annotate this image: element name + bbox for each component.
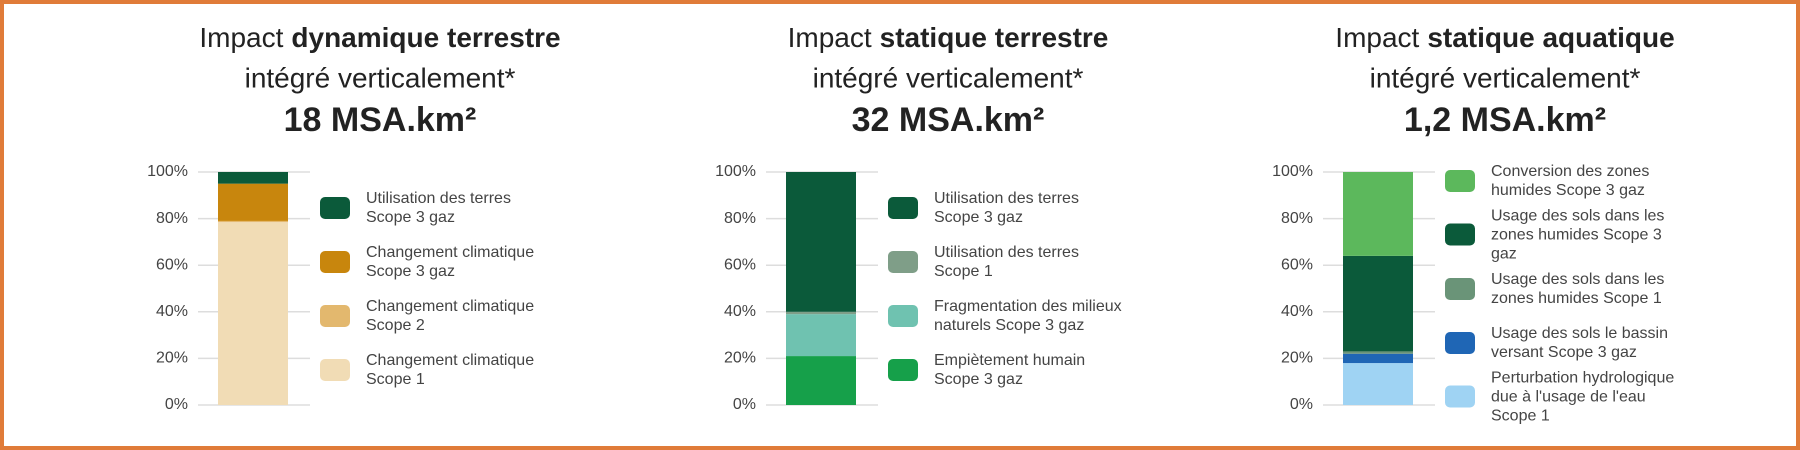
bar-segment: [1343, 353, 1413, 364]
legend-item: Usage des sols dans les zones humides Sc…: [1445, 206, 1685, 263]
legend-label: Utilisation des terres Scope 3 gaz: [366, 189, 511, 226]
legend-item: Utilisation des terres Scope 1: [888, 243, 1128, 281]
legend-item: Conversion des zones humides Scope 3 gaz: [1445, 162, 1685, 200]
bar-segment: [218, 220, 288, 223]
y-tick-label: 60%: [156, 256, 188, 273]
legend-item: Usage des sols dans les zones humides Sc…: [1445, 270, 1685, 308]
title-text: Impact: [199, 22, 283, 53]
y-tick-label: 60%: [724, 256, 756, 273]
total: 1,2 MSA.km²: [1404, 101, 1606, 139]
bar-segment: [1343, 351, 1413, 354]
y-tick-label: 80%: [156, 210, 188, 227]
total: 32 MSA.km²: [852, 101, 1045, 139]
chart-title: Impact dynamique terrestre: [199, 22, 560, 53]
legend-item: Perturbation hydrologique due à l'usage …: [1445, 368, 1685, 425]
legend-label: Conversion des zones humides Scope 3 gaz: [1491, 162, 1650, 199]
legend-label: Usage des sols le bassin versant Scope 3…: [1491, 324, 1668, 361]
legend-item: Fragmentation des milieux naturels Scope…: [888, 297, 1128, 335]
bar-segment: [1343, 363, 1413, 405]
bar-segment: [786, 314, 856, 357]
legend-item: Changement climatique Scope 2: [320, 297, 560, 335]
title-text: Impact: [1335, 22, 1419, 53]
legend-swatch: [1445, 385, 1475, 408]
y-tick-label: 100%: [715, 163, 756, 180]
legend-label: Empiètement humain Scope 3 gaz: [934, 351, 1086, 388]
legend-label: Perturbation hydrologique due à l'usage …: [1491, 369, 1675, 424]
y-tick-label: 60%: [1281, 256, 1313, 273]
title-emphasis: statique aquatique: [1427, 22, 1674, 53]
subtitle: intégré verticalement*: [245, 62, 516, 93]
y-tick-label: 40%: [156, 303, 188, 320]
y-tick-label: 40%: [724, 303, 756, 320]
bar-segment: [786, 172, 856, 312]
bar-segment: [1343, 255, 1413, 352]
bar-segment: [786, 356, 856, 405]
legend-item: Utilisation des terres Scope 3 gaz: [320, 189, 560, 227]
bar-segment: [1343, 172, 1413, 256]
legend-item: Usage des sols le bassin versant Scope 3…: [1445, 324, 1685, 362]
legend-item: Utilisation des terres Scope 3 gaz: [888, 189, 1128, 227]
bar-segment: [786, 311, 856, 315]
legend-swatch: [888, 304, 918, 327]
y-tick-label: 20%: [724, 350, 756, 367]
chart-title: Impact statique aquatique: [1335, 22, 1674, 53]
y-tick-label: 80%: [724, 210, 756, 227]
legend-swatch: [888, 250, 918, 273]
legend-label: Changement climatique Scope 3 gaz: [366, 243, 535, 280]
legend-label: Utilisation des terres Scope 1: [934, 243, 1079, 280]
y-tick-label: 80%: [1281, 210, 1313, 227]
y-tick-label: 0%: [1290, 396, 1313, 413]
bar-segment: [218, 172, 288, 184]
legend-item: Changement climatique Scope 1: [320, 351, 560, 389]
y-tick-label: 0%: [165, 396, 188, 413]
subtitle: intégré verticalement*: [813, 62, 1084, 93]
bar-segment: [218, 222, 288, 405]
legend-label: Changement climatique Scope 1: [366, 351, 535, 388]
title-text: Impact: [788, 22, 872, 53]
y-tick-label: 100%: [1272, 163, 1313, 180]
title-emphasis: dynamique terrestre: [291, 22, 560, 53]
legend-item: Empiètement humain Scope 3 gaz: [888, 351, 1128, 389]
legend-item: Changement climatique Scope 3 gaz: [320, 243, 560, 281]
legend-swatch: [1445, 331, 1475, 354]
legend-swatch: [888, 358, 918, 381]
legend-label: Changement climatique Scope 2: [366, 297, 535, 334]
y-tick-label: 40%: [1281, 303, 1313, 320]
legend-label: Usage des sols dans les zones humides Sc…: [1491, 207, 1665, 262]
legend-swatch: [888, 196, 918, 219]
y-tick-label: 100%: [147, 163, 188, 180]
legend-label: Utilisation des terres Scope 3 gaz: [934, 189, 1079, 226]
y-tick-label: 20%: [156, 350, 188, 367]
legend-swatch: [1445, 277, 1475, 300]
bar-segment: [218, 183, 288, 221]
subtitle: intégré verticalement*: [1370, 62, 1641, 93]
total: 18 MSA.km²: [284, 101, 477, 139]
chart-title: Impact statique terrestre: [788, 22, 1109, 53]
legend-swatch: [1445, 169, 1475, 192]
legend-label: Usage des sols dans les zones humides Sc…: [1491, 270, 1665, 307]
legend-swatch: [320, 304, 350, 327]
y-tick-label: 0%: [733, 396, 756, 413]
legend-swatch: [1445, 223, 1475, 246]
y-tick-label: 20%: [1281, 350, 1313, 367]
title-emphasis: statique terrestre: [880, 22, 1109, 53]
legend-label: Fragmentation des milieux naturels Scope…: [934, 297, 1122, 334]
legend-swatch: [320, 358, 350, 381]
legend-swatch: [320, 250, 350, 273]
legend-swatch: [320, 196, 350, 219]
